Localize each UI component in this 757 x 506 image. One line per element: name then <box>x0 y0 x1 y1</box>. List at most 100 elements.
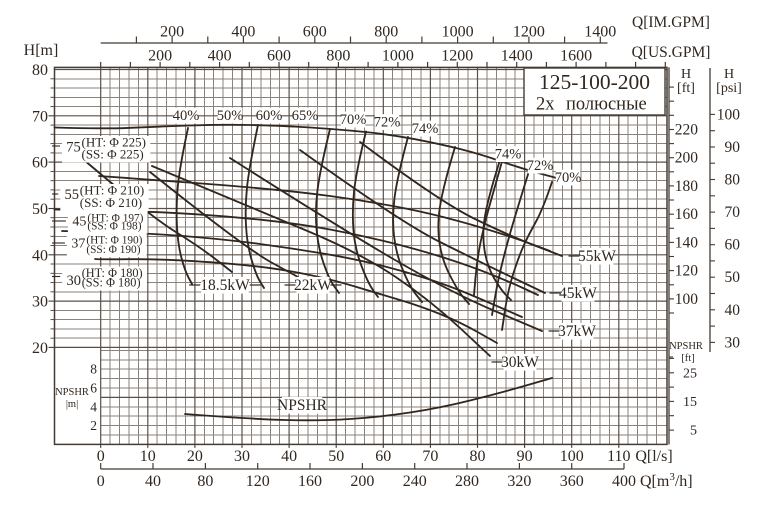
svg-text:NPSHR: NPSHR <box>55 387 89 398</box>
svg-text:Q[US.GPM]: Q[US.GPM] <box>632 44 711 61</box>
svg-text:20: 20 <box>32 340 48 357</box>
svg-text:[ft]: [ft] <box>677 81 695 96</box>
svg-text:(SS: Φ 190): (SS: Φ 190) <box>86 244 140 256</box>
svg-text:55: 55 <box>65 187 80 203</box>
svg-text:50%: 50% <box>217 108 244 124</box>
svg-text:80: 80 <box>32 62 48 79</box>
svg-text:90: 90 <box>517 448 533 465</box>
svg-text:70: 70 <box>32 108 48 125</box>
svg-text:60: 60 <box>32 155 48 172</box>
svg-text:140: 140 <box>675 234 699 251</box>
svg-text:(HT: Φ 225): (HT: Φ 225) <box>82 135 146 150</box>
svg-text:80: 80 <box>197 473 213 490</box>
svg-text:200: 200 <box>350 473 374 490</box>
svg-text:320: 320 <box>507 473 531 490</box>
svg-text:200: 200 <box>675 150 699 167</box>
svg-text:200: 200 <box>148 48 172 65</box>
svg-text:(SS: Φ 225): (SS: Φ 225) <box>82 147 144 162</box>
svg-text:6: 6 <box>90 381 97 396</box>
svg-text:0: 0 <box>97 448 105 465</box>
svg-text:120: 120 <box>246 473 270 490</box>
svg-text:2x: 2x <box>536 95 555 115</box>
svg-text:70: 70 <box>422 448 438 465</box>
svg-text:125-100-200: 125-100-200 <box>539 70 650 94</box>
svg-text:80: 80 <box>725 172 741 189</box>
svg-text:400: 400 <box>231 24 255 41</box>
svg-text:20: 20 <box>187 448 203 465</box>
svg-text:50: 50 <box>725 269 741 286</box>
svg-text:(HT: Φ 210): (HT: Φ 210) <box>80 183 144 198</box>
svg-text:(SS: Φ 198): (SS: Φ 198) <box>87 221 141 233</box>
svg-text:40: 40 <box>145 473 161 490</box>
svg-text:40%: 40% <box>173 108 200 124</box>
svg-text:(HT: Φ 190): (HT: Φ 190) <box>86 235 142 247</box>
svg-text:8: 8 <box>90 362 97 377</box>
svg-text:75: 75 <box>66 140 81 156</box>
svg-text:30: 30 <box>725 334 741 351</box>
svg-text:110: 110 <box>607 448 630 465</box>
svg-text:40: 40 <box>725 302 741 319</box>
svg-text:60: 60 <box>725 237 741 254</box>
svg-text:70%: 70% <box>555 170 582 186</box>
svg-text:50: 50 <box>32 201 48 218</box>
svg-text:Q[l/s]: Q[l/s] <box>635 448 672 465</box>
svg-text:220: 220 <box>675 122 699 139</box>
svg-text:18.5kW: 18.5kW <box>200 277 250 294</box>
svg-text:1000: 1000 <box>382 48 414 65</box>
svg-text:40: 40 <box>281 448 297 465</box>
svg-text:240: 240 <box>403 473 427 490</box>
svg-text:160: 160 <box>675 206 699 223</box>
svg-text:NPSHR: NPSHR <box>277 397 328 414</box>
svg-text:600: 600 <box>303 24 327 41</box>
svg-text:2: 2 <box>90 418 97 433</box>
svg-text:(SS: Φ 210): (SS: Φ 210) <box>80 195 142 210</box>
svg-text:|m|: |m| <box>66 399 78 410</box>
svg-text:0: 0 <box>97 473 105 490</box>
svg-text:100: 100 <box>717 106 741 123</box>
svg-text:800: 800 <box>326 48 350 65</box>
svg-text:[ft]: [ft] <box>681 353 694 364</box>
svg-text:30: 30 <box>234 448 250 465</box>
svg-text:37kW: 37kW <box>558 323 596 340</box>
svg-text:H: H <box>724 67 734 82</box>
svg-text:55kW: 55kW <box>578 248 616 265</box>
svg-text:280: 280 <box>455 473 479 490</box>
svg-text:1400: 1400 <box>584 24 616 41</box>
svg-text:40: 40 <box>32 247 48 264</box>
svg-text:400: 400 <box>612 473 636 490</box>
svg-text:72%: 72% <box>374 115 401 131</box>
svg-text:25: 25 <box>683 366 697 381</box>
svg-text:[psi]: [psi] <box>716 81 742 96</box>
svg-text:22kW: 22kW <box>294 277 332 294</box>
svg-text:400: 400 <box>208 48 232 65</box>
svg-text:(SS: Φ 180): (SS: Φ 180) <box>82 276 141 290</box>
svg-text:H: H <box>681 67 691 82</box>
svg-text:60: 60 <box>375 448 391 465</box>
svg-text:4: 4 <box>90 399 97 414</box>
svg-text:60%: 60% <box>256 108 283 124</box>
svg-text:65%: 65% <box>292 108 319 124</box>
svg-text:100: 100 <box>675 291 699 308</box>
svg-text:200: 200 <box>160 24 184 41</box>
svg-text:74%: 74% <box>412 121 439 137</box>
svg-text:50: 50 <box>328 448 344 465</box>
svg-text:1200: 1200 <box>513 24 545 41</box>
svg-text:45kW: 45kW <box>559 285 597 302</box>
svg-text:1400: 1400 <box>501 48 533 65</box>
svg-text:10: 10 <box>140 448 156 465</box>
svg-text:80: 80 <box>470 448 486 465</box>
svg-text:полюсные: полюсные <box>566 95 647 115</box>
svg-text:100: 100 <box>560 448 584 465</box>
svg-text:72%: 72% <box>527 158 554 174</box>
svg-text:600: 600 <box>267 48 291 65</box>
svg-text:1200: 1200 <box>441 48 473 65</box>
svg-text:70: 70 <box>725 204 741 221</box>
svg-text:H[m]: H[m] <box>24 42 59 59</box>
svg-text:1000: 1000 <box>442 24 474 41</box>
svg-text:Q[m3/h]: Q[m3/h] <box>640 471 693 490</box>
svg-text:Q[IM.GPM]: Q[IM.GPM] <box>632 14 710 31</box>
svg-text:30: 30 <box>66 273 81 289</box>
svg-text:160: 160 <box>298 473 322 490</box>
svg-text:5: 5 <box>690 424 697 439</box>
svg-text:360: 360 <box>560 473 584 490</box>
